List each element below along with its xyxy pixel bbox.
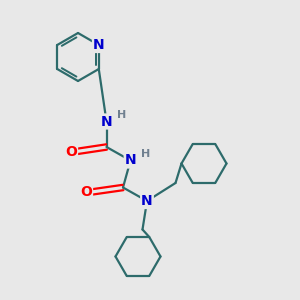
- Text: H: H: [142, 149, 151, 159]
- Text: N: N: [141, 194, 153, 208]
- Text: N: N: [101, 115, 112, 128]
- Text: N: N: [125, 154, 136, 167]
- Text: N: N: [93, 38, 105, 52]
- Text: H: H: [118, 110, 127, 120]
- Text: O: O: [65, 145, 77, 158]
- Text: O: O: [80, 185, 92, 199]
